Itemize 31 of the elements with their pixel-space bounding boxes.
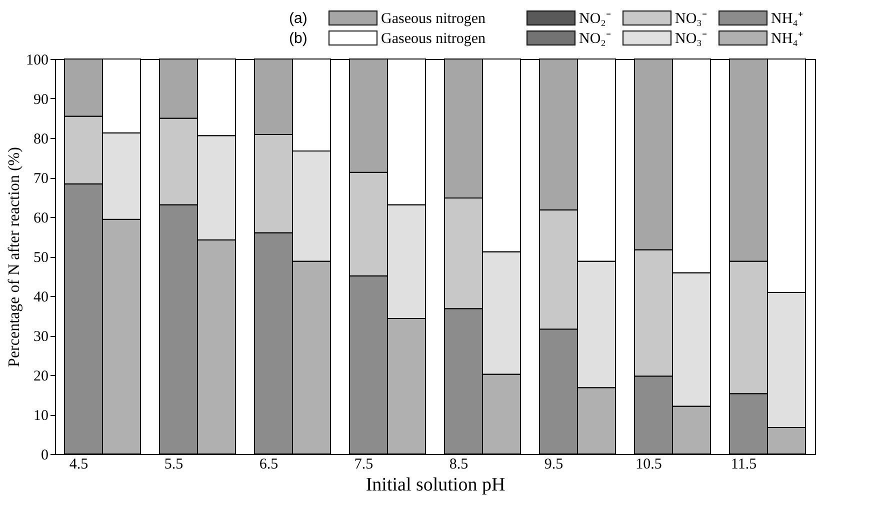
x-tick-label: 10.5 [636, 456, 662, 472]
y-axis-title: Percentage of N after reaction (%) [6, 147, 23, 367]
text: (a) [289, 10, 308, 27]
x-tick-label: 6.5 [259, 456, 278, 472]
y-tick-label: 20 [34, 368, 48, 384]
x-tick-label: 4.5 [69, 456, 88, 472]
y-tick-label: 40 [34, 290, 48, 306]
y-tick-label: 50 [34, 250, 48, 266]
legend-label: NO₂⁻ [579, 11, 611, 27]
x-tick-label: 7.5 [354, 456, 374, 472]
x-tick-label: 9.5 [544, 456, 564, 472]
y-tick-label: 60 [34, 210, 48, 226]
legend-label: Gaseous nitrogen [381, 11, 486, 27]
y-tick-label: 90 [34, 92, 48, 108]
legend-label: NO₃⁻ [675, 11, 707, 27]
legend-label: NH₄⁺ [771, 31, 803, 47]
x-tick-label: 11.5 [730, 456, 757, 472]
y-tick-label: 70 [34, 171, 48, 187]
legend-label: NH₄⁺ [771, 11, 803, 27]
y-tick-label: 0 [41, 448, 48, 464]
y-tick-label: 80 [34, 132, 48, 148]
legend-label: Gaseous nitrogen [381, 31, 486, 47]
legend-label: NO₂⁻ [579, 31, 611, 47]
text: (b) [289, 30, 308, 47]
x-tick-label: 5.5 [164, 456, 184, 472]
y-tick-label: 100 [26, 52, 48, 68]
y-tick-label: 30 [34, 329, 48, 345]
y-tick-label: 10 [34, 408, 48, 424]
x-axis-title: Initial solution pH [366, 474, 506, 496]
legend-label: NO₃⁻ [675, 31, 707, 47]
x-tick-label: 8.5 [449, 456, 468, 472]
